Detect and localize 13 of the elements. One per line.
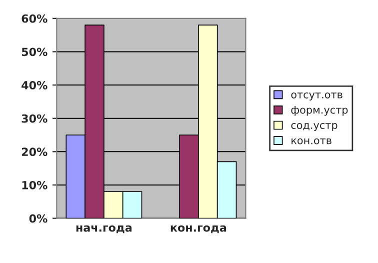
x-tick-label: кон.года: [170, 225, 226, 234]
legend-label: кон.отв: [292, 138, 332, 144]
y-tick-label: 60%: [22, 14, 48, 23]
y-tick-label: 10%: [22, 180, 48, 190]
legend-label: отсут.отв: [291, 92, 342, 100]
x-tick-label: нач.года: [76, 225, 132, 234]
y-tick-label: 40%: [22, 81, 48, 90]
y-tick-label: 20%: [22, 148, 48, 156]
legend-label: сод.устр: [291, 123, 338, 132]
y-tick-label: 50%: [22, 48, 48, 56]
legend-label: форм.устр: [291, 106, 348, 116]
y-tick-label: 30%: [22, 114, 48, 123]
y-tick-label: 0%: [29, 214, 48, 223]
